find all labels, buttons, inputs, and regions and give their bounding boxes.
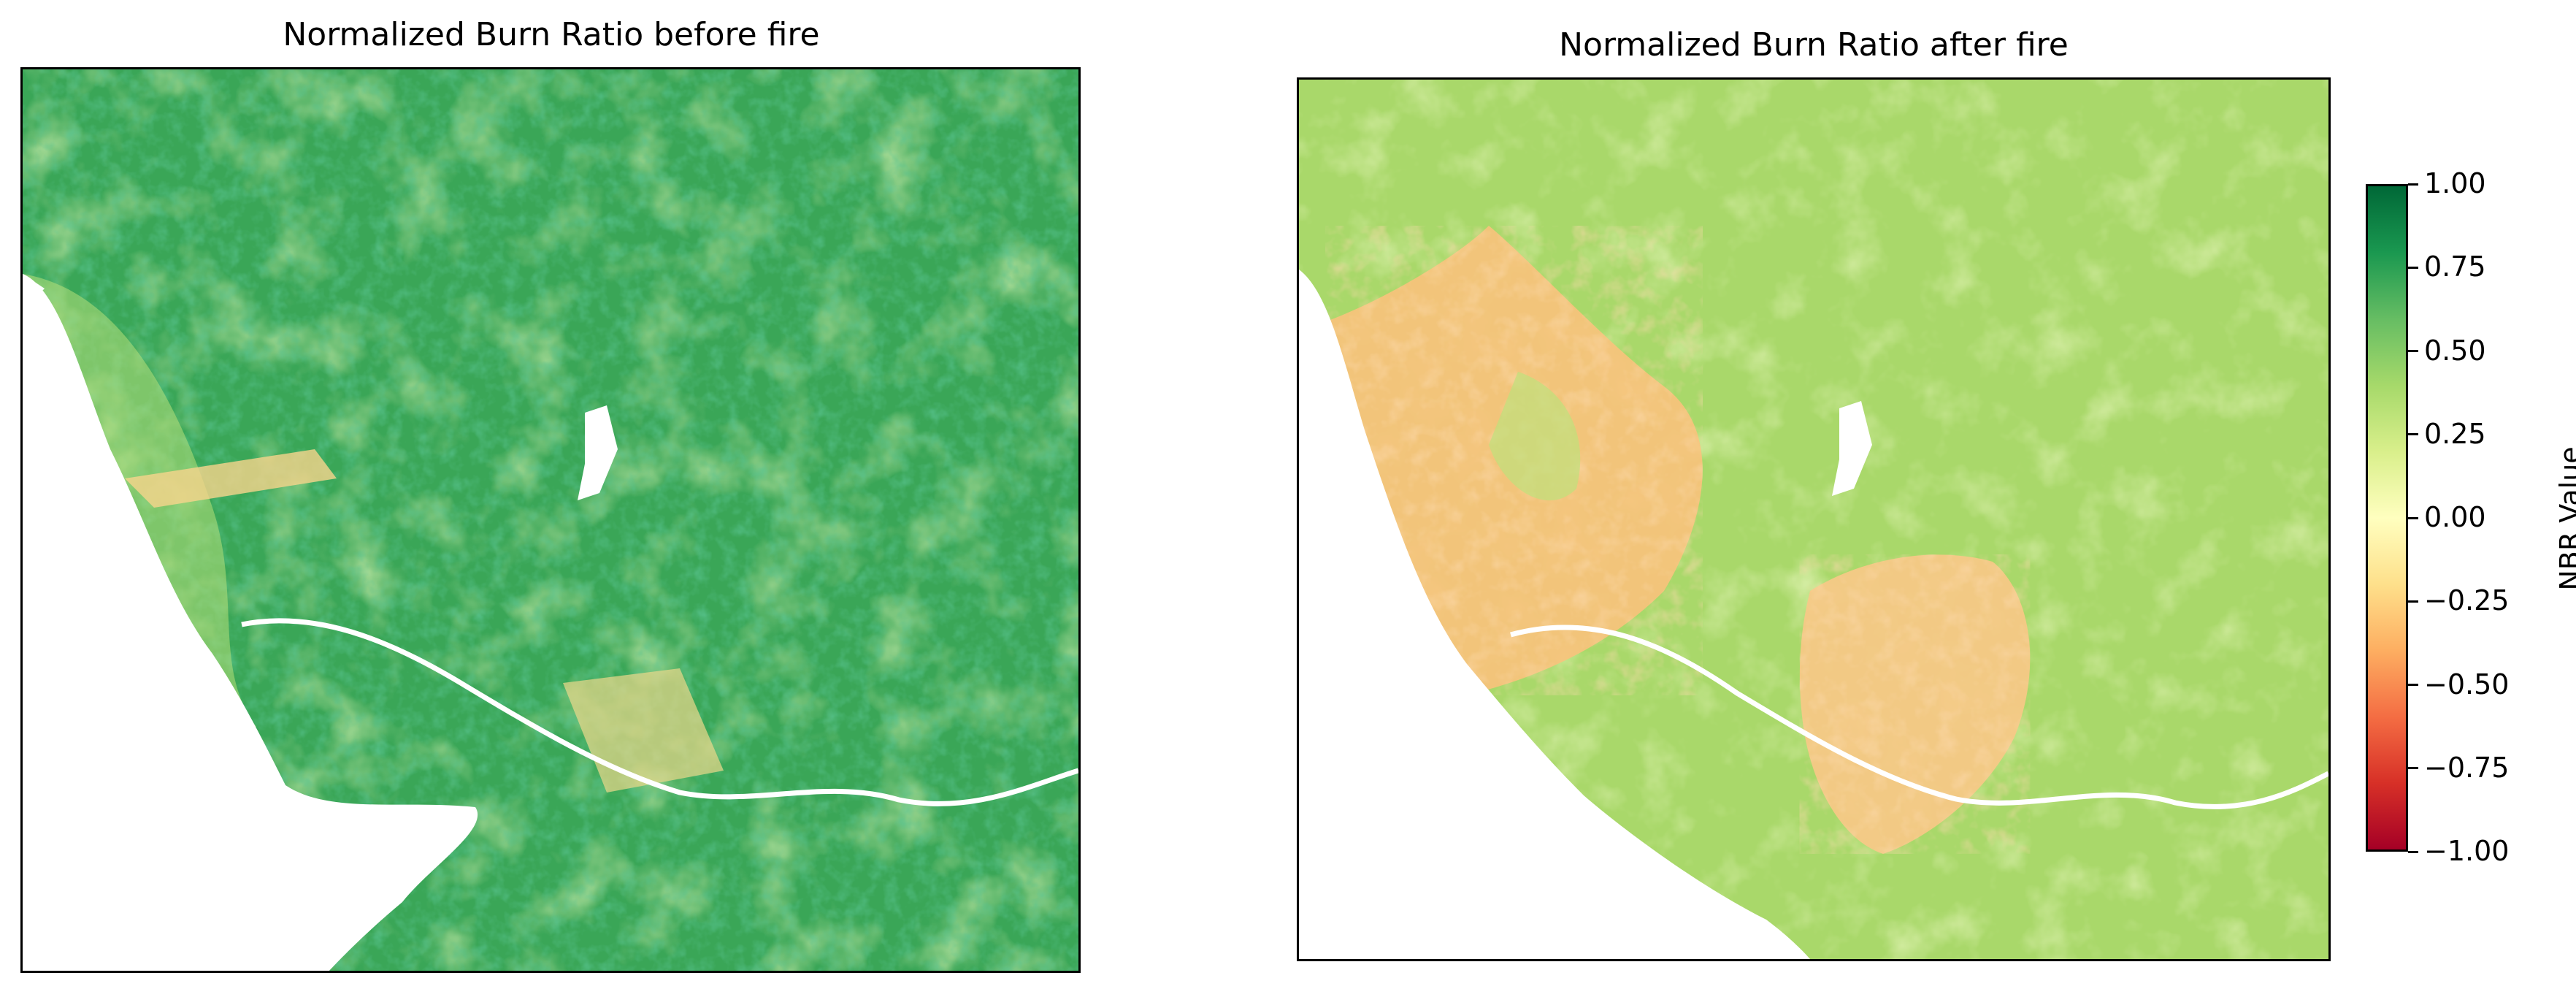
colorbar-tick — [2408, 433, 2418, 436]
colorbar-tick-label: −0.25 — [2424, 584, 2510, 617]
colorbar — [2366, 184, 2408, 852]
colorbar-tick-label: −1.00 — [2424, 835, 2510, 867]
colorbar-tick — [2408, 350, 2418, 352]
after-fire-raster — [1299, 80, 2328, 959]
before-fire-title: Normalized Burn Ratio before fire — [283, 16, 820, 53]
colorbar-tick-label: 0.00 — [2424, 501, 2486, 533]
colorbar-tick-label: −0.75 — [2424, 751, 2510, 784]
after-fire-map — [1297, 77, 2331, 961]
colorbar-tick — [2408, 850, 2418, 853]
colorbar-tick-label: 0.25 — [2424, 417, 2486, 450]
after-fire-ocean — [1299, 270, 1810, 959]
colorbar-tick — [2408, 767, 2418, 770]
colorbar-label: NBR Value — [2554, 446, 2576, 591]
colorbar-tick-label: 1.00 — [2424, 167, 2486, 199]
colorbar-tick-label: −0.50 — [2424, 668, 2510, 700]
colorbar-tick — [2408, 600, 2418, 603]
before-fire-raster — [23, 69, 1078, 971]
colorbar-tick — [2408, 684, 2418, 686]
colorbar-tick — [2408, 183, 2418, 186]
before-fire-map — [20, 67, 1081, 973]
colorbar-tick — [2408, 516, 2418, 519]
before-fire-ocean — [23, 274, 478, 971]
colorbar-tick-label: 0.50 — [2424, 334, 2486, 367]
colorbar-tick — [2408, 266, 2418, 269]
after-fire-title: Normalized Burn Ratio after fire — [1559, 26, 2069, 64]
colorbar-tick-label: 0.75 — [2424, 251, 2486, 283]
